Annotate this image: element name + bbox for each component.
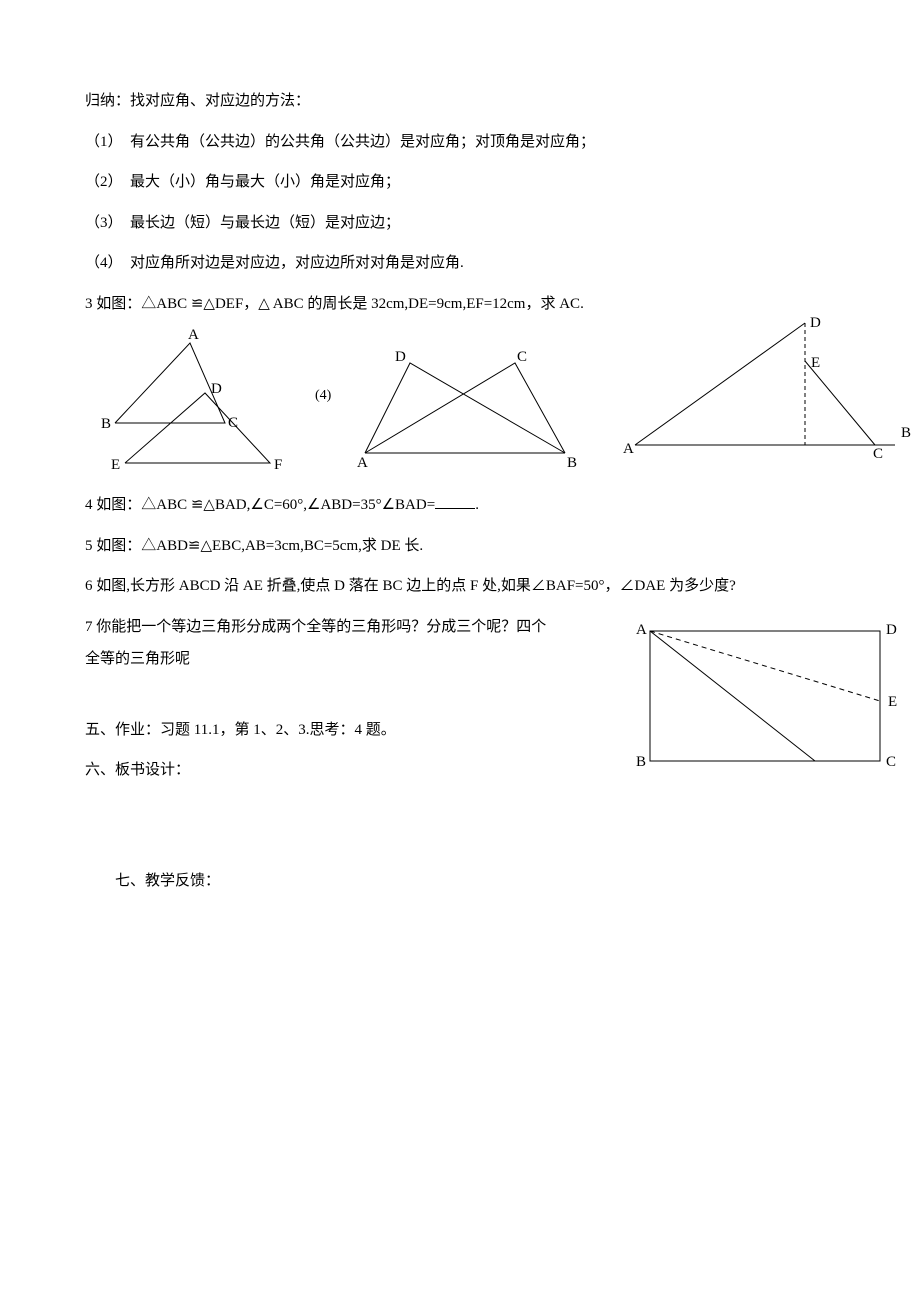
figure-row: A B C D E F (4) A B D C xyxy=(85,333,840,483)
fig3-label-E: E xyxy=(811,355,820,371)
fig1-label-C: C xyxy=(228,415,238,431)
fig4-label-D: D xyxy=(886,622,897,638)
question-5: 5 如图：△ABD≌△EBC,AB=3cm,BC=5cm,求 DE 长. xyxy=(85,535,840,558)
figure-row-number: (4) xyxy=(315,388,331,404)
q4-text: 4 如图：△ABC ≌△BAD,∠C=60°,∠ABD=35°∠BAD= xyxy=(85,497,435,513)
q7-wrap: 7 你能把一个等边三角形分成两个全等的三角形吗？分成三个呢？四个 全等的三角形呢… xyxy=(85,616,840,782)
summary-title: 归纳：找对应角、对应边的方法： xyxy=(85,90,840,113)
fig2-label-C: C xyxy=(517,349,527,365)
summary-item-3: （3） 最长边（短）与最长边（短）是对应边； xyxy=(85,212,840,235)
q4-blank xyxy=(435,493,475,509)
fig2-label-A: A xyxy=(357,455,368,471)
page: 归纳：找对应角、对应边的方法： （1） 有公共角（公共边）的公共角（公共边）是对… xyxy=(0,0,920,950)
summary-item-2: （2） 最大（小）角与最大（小）角是对应角； xyxy=(85,171,840,194)
fig4-label-C: C xyxy=(886,754,896,770)
section-7: 七、教学反馈： xyxy=(85,870,840,893)
fig2-label-D: D xyxy=(395,349,406,365)
fig3-label-C: C xyxy=(873,446,883,462)
figure-1: A B C D E F xyxy=(95,323,295,473)
fig3-label-B: B xyxy=(901,425,911,441)
summary-item-1: （1） 有公共角（公共边）的公共角（公共边）是对应角；对顶角是对应角； xyxy=(85,131,840,154)
fig1-label-D: D xyxy=(211,381,222,397)
fig4-label-E: E xyxy=(888,694,897,710)
fig4-label-B: B xyxy=(636,754,646,770)
figure-4: A D E B C xyxy=(630,616,910,776)
figure-3: D E A C B xyxy=(615,313,915,473)
fig4-label-A: A xyxy=(636,622,647,638)
fig1-label-F: F xyxy=(274,457,282,473)
fig1-label-E: E xyxy=(111,457,120,473)
fig2-label-B: B xyxy=(567,455,577,471)
fig1-label-B: B xyxy=(101,416,111,432)
q4-suffix: . xyxy=(475,497,479,513)
summary-item-4: （4） 对应角所对边是对应边，对应边所对对角是对应角. xyxy=(85,252,840,275)
fig1-label-A: A xyxy=(188,327,199,343)
figure-2: A B D C xyxy=(345,343,585,473)
question-4: 4 如图：△ABC ≌△BAD,∠C=60°,∠ABD=35°∠BAD=. xyxy=(85,493,840,517)
question-3: 3 如图：△ABC ≌△DEF，△ ABC 的周长是 32cm,DE=9cm,E… xyxy=(85,293,840,316)
fig3-label-A: A xyxy=(623,441,634,457)
fig3-label-D: D xyxy=(810,315,821,331)
question-6: 6 如图,长方形 ABCD 沿 AE 折叠,使点 D 落在 BC 边上的点 F … xyxy=(85,575,840,598)
